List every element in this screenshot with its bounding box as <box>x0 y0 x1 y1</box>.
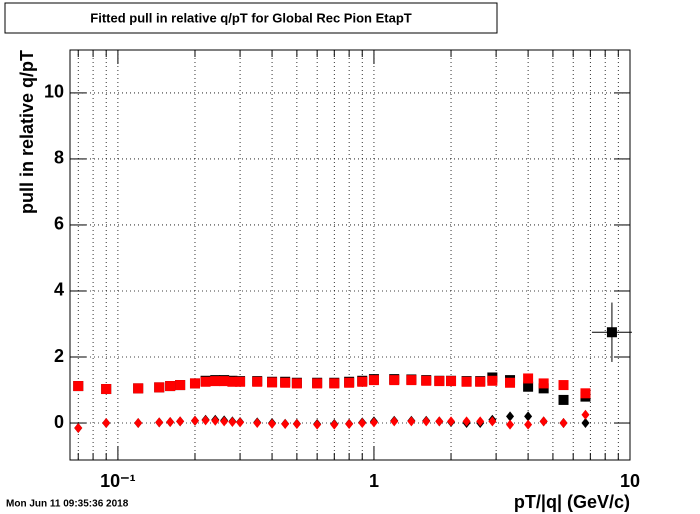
square-marker <box>446 376 457 387</box>
square-marker <box>154 382 165 393</box>
square-marker <box>219 376 230 387</box>
diamond-marker <box>462 416 471 427</box>
square-marker <box>133 383 144 394</box>
diamond-marker <box>506 419 515 430</box>
square-marker <box>580 388 591 399</box>
diamond-marker <box>253 418 262 429</box>
square-marker <box>227 376 238 387</box>
diamond-marker <box>369 417 378 428</box>
diamond-marker <box>166 417 175 428</box>
diamond-marker <box>524 419 533 430</box>
square-marker <box>558 380 569 391</box>
x-tick-label: 10⁻¹ <box>100 471 136 491</box>
x-tick-label: 1 <box>369 471 379 491</box>
diamond-marker <box>281 419 290 430</box>
square-marker <box>406 375 417 386</box>
square-marker <box>475 376 486 387</box>
square-marker <box>280 377 291 388</box>
square-marker <box>505 377 516 388</box>
diamond-marker <box>539 416 548 427</box>
square-marker <box>344 377 355 388</box>
diamond-marker <box>236 417 245 428</box>
square-marker <box>329 378 340 389</box>
square-marker <box>252 376 263 387</box>
diamond-marker <box>422 416 431 427</box>
diamond-marker <box>524 411 533 422</box>
diamond-marker <box>581 409 590 420</box>
square-marker <box>421 375 432 386</box>
square-marker <box>538 378 549 389</box>
square-marker <box>368 375 379 386</box>
diamond-marker <box>390 416 399 427</box>
square-marker <box>210 376 221 387</box>
y-tick-label: 6 <box>54 214 64 234</box>
y-axis-label: pull in relative q/pT <box>17 50 37 214</box>
diamond-marker <box>155 417 164 428</box>
square-marker <box>558 394 569 405</box>
square-marker <box>267 377 278 388</box>
diamond-marker <box>330 419 339 430</box>
y-tick-label: 0 <box>54 412 64 432</box>
diamond-marker <box>506 411 515 422</box>
title-box <box>4 2 498 34</box>
square-marker <box>434 376 445 387</box>
diamond-marker <box>447 416 456 427</box>
diamond-marker <box>476 416 485 427</box>
diamond-marker <box>559 418 568 429</box>
square-marker <box>189 378 200 389</box>
diamond-marker <box>190 415 199 426</box>
plot-frame <box>69 49 631 461</box>
y-tick-label: 8 <box>54 148 64 168</box>
diamond-marker <box>345 419 354 430</box>
y-tick-label: 4 <box>54 280 64 300</box>
square-marker <box>235 376 246 387</box>
square-marker <box>523 373 534 384</box>
timestamp: Mon Jun 11 09:35:36 2018 <box>6 499 129 510</box>
diamond-marker <box>228 417 237 428</box>
diamond-marker <box>268 418 277 429</box>
y-tick-label: 2 <box>54 346 64 366</box>
diamond-marker <box>435 416 444 427</box>
diamond-marker <box>220 416 229 427</box>
diamond-marker <box>102 418 111 429</box>
diamond-marker <box>201 415 210 426</box>
square-marker <box>357 376 368 387</box>
diamond-marker <box>211 415 220 426</box>
diamond-marker <box>488 416 497 427</box>
square-marker <box>291 378 302 389</box>
diamond-marker <box>358 418 367 429</box>
diamond-marker <box>74 422 83 433</box>
square-marker <box>165 381 176 392</box>
square-marker <box>101 384 112 395</box>
square-marker <box>487 375 498 386</box>
diamond-marker <box>134 418 143 429</box>
chart-title: Fitted pull in relative q/pT for Global … <box>90 10 411 25</box>
square-marker <box>200 376 211 387</box>
y-tick-label: 10 <box>44 82 64 102</box>
square-marker <box>312 378 323 389</box>
square-marker <box>461 376 472 387</box>
x-axis-label: pT/|q| (GeV/c) <box>514 492 630 512</box>
diamond-marker <box>292 419 301 430</box>
diamond-marker <box>176 416 185 427</box>
diamond-marker <box>407 416 416 427</box>
square-marker <box>606 327 617 338</box>
square-marker <box>175 380 186 391</box>
square-marker <box>389 375 400 386</box>
square-marker <box>523 381 534 392</box>
diamond-marker <box>313 419 322 430</box>
x-tick-label: 10 <box>620 471 640 491</box>
square-marker <box>73 381 84 392</box>
diamond-marker <box>581 418 590 429</box>
